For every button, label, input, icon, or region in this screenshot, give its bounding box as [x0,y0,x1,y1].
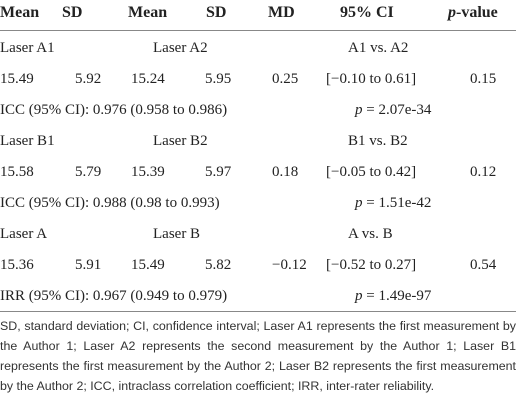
p-value: = 1.49e-97 [366,288,432,304]
agreement-text: ICC (95% CI): 0.988 (0.98 to 0.993) [0,195,220,211]
header-cell: MD [268,4,295,21]
group-label: A1 vs. A2 [348,40,409,56]
cell: 0.25 [272,71,299,87]
p-value: = 2.07e-34 [366,102,432,118]
group-label: Laser B1 [0,133,55,149]
p-symbol: p [355,102,363,118]
group-label: Laser A2 [153,40,208,56]
cell: [−0.10 to 0.61] [326,71,417,87]
cell: 15.36 [0,257,34,273]
cell: 15.49 [0,71,34,87]
header-cell: p-value [448,4,498,22]
cell: 15.58 [0,164,34,180]
cell: 5.95 [205,71,232,87]
header-cell: Mean [0,4,40,21]
header-cell: Mean [128,4,168,21]
footnote: SD, standard deviation; CI, confidence i… [0,319,516,393]
group-label: Laser A1 [0,40,55,56]
agreement-text: IRR (95% CI): 0.967 (0.949 to 0.979) [0,288,228,304]
cell: [−0.52 to 0.27] [326,257,417,273]
group-label: B1 vs. B2 [348,133,408,149]
cell: 5.82 [205,257,232,273]
group-label: A vs. B [348,226,393,242]
header-cell: SD [62,4,83,21]
p-symbol: p [355,288,363,304]
cell: 5.97 [205,164,232,180]
cell: 5.79 [75,164,102,180]
cell: 0.54 [470,257,497,273]
header-text: -value [456,4,498,21]
p-value: = 1.51e-42 [366,195,432,211]
cell: 15.24 [131,71,165,87]
cell: 15.39 [131,164,165,180]
agreement-text: ICC (95% CI): 0.976 (0.958 to 0.986) [0,102,228,118]
cell: 5.92 [75,71,102,87]
cell: 0.15 [470,71,497,87]
agreement-p: p = 1.51e-42 [355,194,431,212]
cell: 0.18 [272,164,299,180]
cell: 15.49 [131,257,165,273]
agreement-p: p = 2.07e-34 [355,101,431,119]
header-italic: p [448,4,456,21]
agreement-p: p = 1.49e-97 [355,287,431,305]
cell: [−0.05 to 0.42] [326,164,417,180]
cell: 0.12 [470,164,497,180]
group-label: Laser B2 [153,133,208,149]
header-cell: SD [206,4,227,21]
group-label: Laser B [153,226,201,242]
p-symbol: p [355,195,363,211]
bottom-rule [0,311,516,312]
group-label: Laser A [0,226,48,242]
header-rule [0,30,516,31]
cell: 5.91 [75,257,102,273]
header-cell: 95% CI [340,4,394,21]
cell: −0.12 [272,257,307,273]
